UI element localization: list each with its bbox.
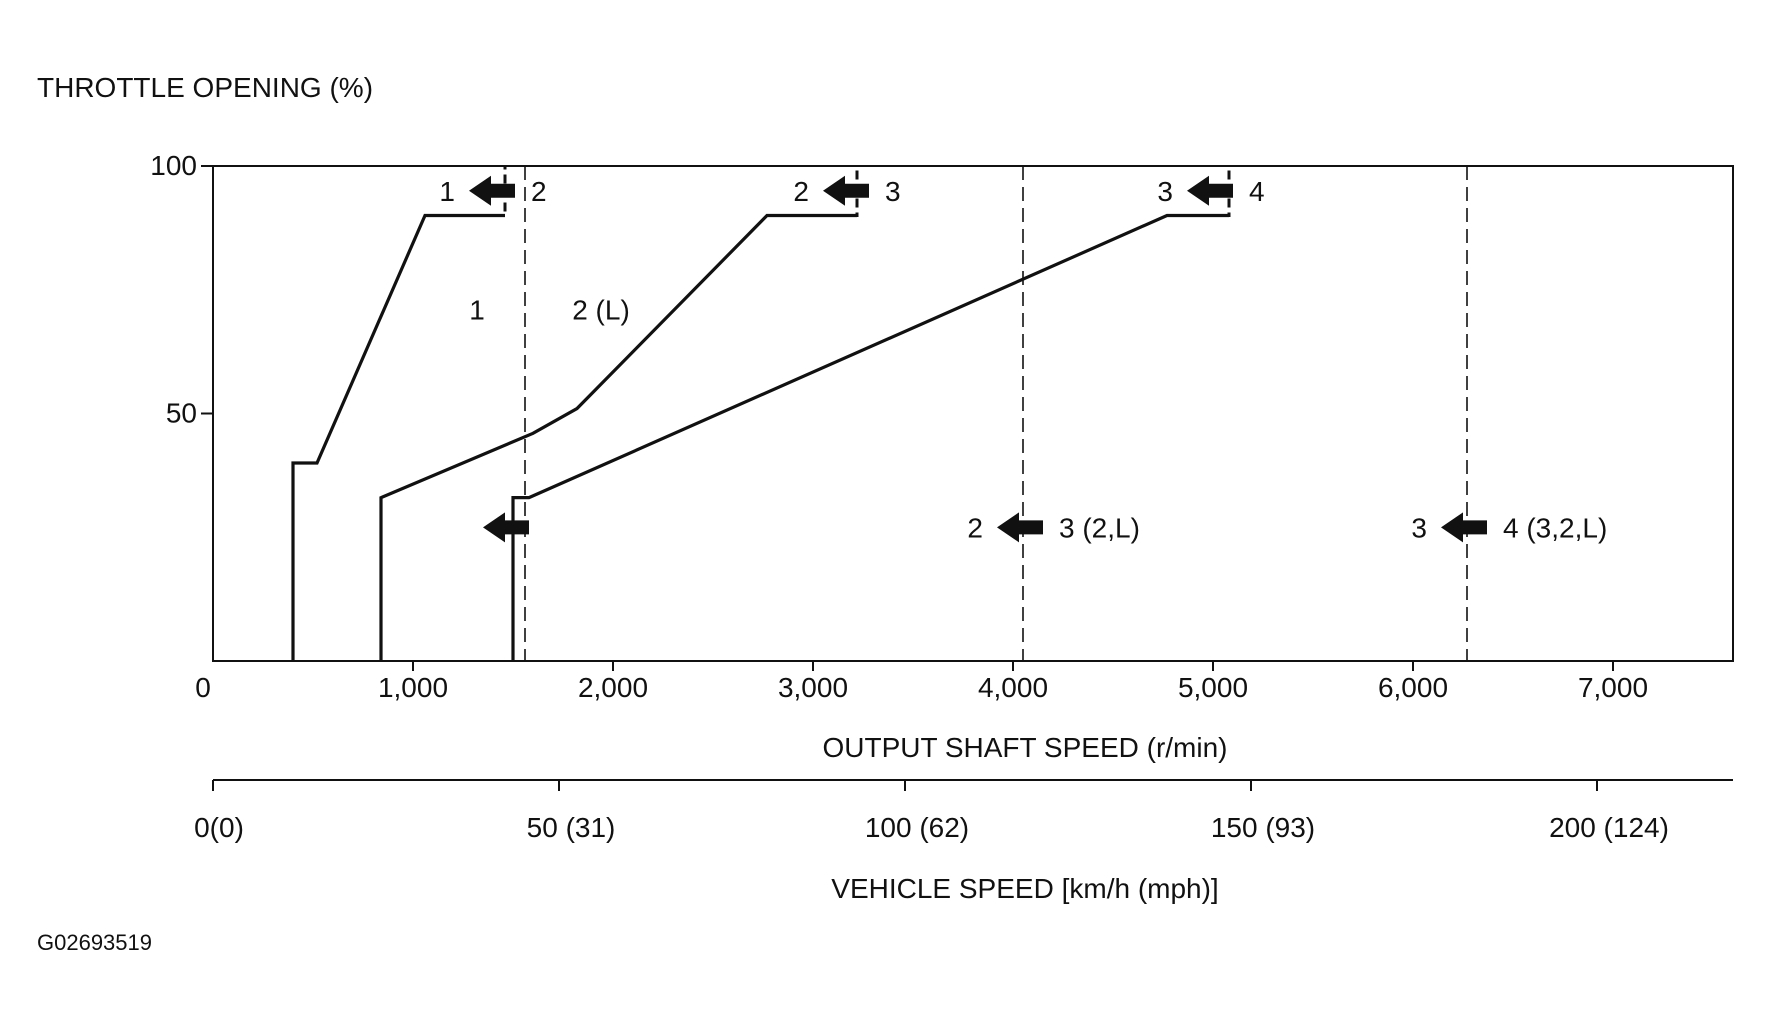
shift-label-from: 2: [793, 176, 809, 207]
shift-arrow-1: [469, 175, 515, 206]
upshift-wot-segment-2-3-upshift: [767, 166, 859, 217]
region-label: 1: [469, 295, 485, 326]
shift-label-to: 4 (3,2,L): [1503, 512, 1607, 543]
shift-label-from: 3: [1411, 512, 1427, 543]
x-tick-label: 1,000: [378, 672, 448, 703]
shift-label-from: 1: [439, 176, 455, 207]
shift-arrows: [469, 175, 1487, 543]
shift-label-to: 3: [885, 176, 901, 207]
shift-label-to: 3 (2,L): [1059, 512, 1140, 543]
shift-label-to: 2: [531, 176, 547, 207]
y-tick-label: 100: [150, 150, 197, 181]
shift-arrow-6: [483, 512, 529, 543]
upshift-wot-segment-3-4-upshift: [1167, 166, 1231, 217]
x-axis-title: OUTPUT SHAFT SPEED (r/min): [822, 732, 1227, 763]
upshift-wot-segment-1-2-upshift: [425, 166, 507, 217]
x-tick-label: 3,000: [778, 672, 848, 703]
shift-arrow-5: [1441, 512, 1487, 543]
x-tick-label: 2,000: [578, 672, 648, 703]
x-tick-label: 7,000: [1578, 672, 1648, 703]
y-axis-title: THROTTLE OPENING (%): [37, 72, 373, 103]
upshift-line-1-2-upshift: [291, 213, 505, 661]
axes: 100 50 0 1,000 2,000 3,000 4,000 5,000 6,000 7,00…: [150, 150, 1669, 843]
region-label: 2 (L): [572, 295, 630, 326]
x-tick-label: 4,000: [978, 672, 1048, 703]
plot-frame: [212, 165, 1734, 662]
vehicle-speed-tick-label: 200 (124): [1549, 812, 1669, 843]
shift-label-from: 3: [1157, 176, 1173, 207]
kickdown-lines: [524, 166, 1468, 661]
chart-text: 1 2 2 3 3 4 2 3 (2,L) 3 4 (3,2,L) 1 2 (L): [439, 176, 1607, 544]
y-tick-label: 50: [166, 398, 197, 429]
shift-arrow-3: [1187, 175, 1233, 206]
x-tick-label: 5,000: [1178, 672, 1248, 703]
vehicle-speed-tick-label: 100 (62): [865, 812, 969, 843]
x-tick-label: 0: [195, 672, 211, 703]
x-tick-label: 6,000: [1378, 672, 1448, 703]
shift-label-from: 2: [967, 512, 983, 543]
figure-id: G02693519: [37, 930, 152, 955]
vehicle-speed-tick-label: 0(0): [194, 812, 244, 843]
upshift-line-3-4-upshift: [511, 213, 1229, 661]
vehicle-speed-tick-label: 150 (93): [1211, 812, 1315, 843]
upshift-lines: [291, 166, 1231, 661]
vehicle-speed-tick-label: 50 (31): [527, 812, 616, 843]
shift-label-to: 4: [1249, 176, 1265, 207]
vehicle-speed-axis-title: VEHICLE SPEED [km/h (mph)]: [831, 873, 1218, 904]
shift-arrow-4: [997, 512, 1043, 543]
shift-arrow-2: [823, 175, 869, 206]
upshift-line-2-3-upshift: [379, 213, 857, 661]
